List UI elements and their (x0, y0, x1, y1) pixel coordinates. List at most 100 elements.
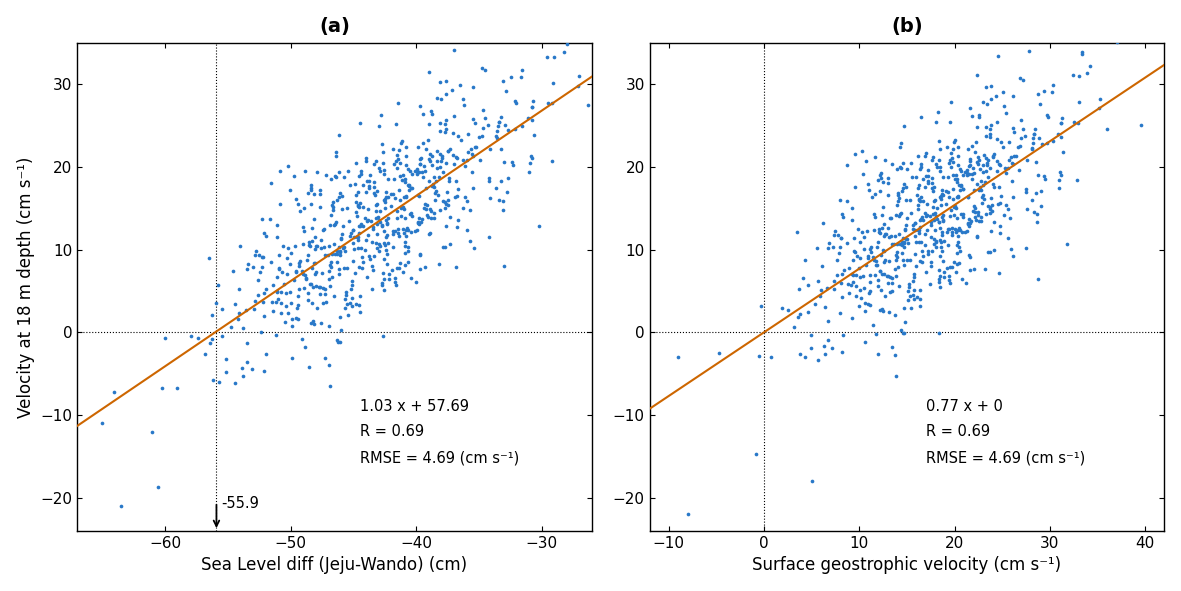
Point (345, 232, 364, 242)
Point (390, 171, 409, 181)
Point (894, 158, 913, 168)
Point (920, 211, 939, 220)
Point (392, 138, 411, 147)
Point (1029, 89, 1048, 99)
Point (940, 192, 959, 202)
Point (407, 164, 426, 173)
Point (815, 342, 834, 351)
Point (941, 262, 960, 271)
Point (961, 219, 980, 228)
Point (940, 278, 959, 288)
Point (886, 372, 905, 381)
Point (931, 166, 950, 176)
Point (959, 169, 978, 178)
Point (916, 151, 935, 161)
Point (801, 330, 820, 339)
Point (1026, 189, 1045, 198)
Point (350, 292, 368, 301)
Point (940, 155, 959, 164)
Point (710, 349, 729, 358)
Point (287, 194, 306, 203)
Point (431, 149, 450, 158)
Point (383, 229, 402, 238)
Point (233, 363, 252, 373)
Point (1026, 125, 1045, 134)
Point (1023, 195, 1042, 204)
Point (348, 235, 367, 244)
Point (963, 174, 981, 184)
Point (417, 144, 436, 154)
Point (984, 150, 1003, 159)
Point (237, 357, 256, 366)
Point (990, 229, 1009, 238)
Point (839, 239, 857, 248)
Point (892, 326, 911, 335)
Point (376, 194, 394, 204)
Point (479, 174, 498, 183)
Point (932, 200, 951, 210)
Point (1070, 72, 1089, 81)
Point (924, 209, 942, 219)
Point (888, 248, 907, 257)
Point (788, 228, 807, 237)
Point (329, 193, 348, 202)
Point (428, 146, 446, 155)
Point (425, 209, 444, 218)
Point (437, 89, 456, 99)
Point (374, 285, 393, 294)
Point (304, 223, 322, 232)
Point (350, 171, 368, 180)
Point (263, 306, 282, 316)
Point (200, 254, 218, 263)
Point (448, 191, 466, 201)
Point (403, 212, 422, 221)
Point (322, 272, 341, 281)
Point (913, 257, 932, 267)
Point (399, 181, 418, 191)
Point (1035, 86, 1053, 96)
Point (394, 171, 413, 180)
Point (306, 232, 325, 241)
Point (365, 251, 384, 261)
Point (894, 261, 913, 270)
Point (471, 155, 490, 165)
Point (965, 207, 984, 216)
Point (491, 176, 510, 186)
Point (854, 244, 873, 254)
Point (390, 264, 409, 273)
Point (320, 266, 339, 275)
Point (974, 150, 993, 160)
Point (299, 362, 318, 372)
Point (1051, 118, 1070, 128)
Point (914, 251, 933, 261)
Point (407, 225, 426, 235)
Point (360, 181, 379, 191)
Point (374, 255, 393, 264)
Point (915, 208, 934, 217)
Point (1027, 209, 1046, 219)
Point (261, 178, 280, 187)
Point (322, 249, 341, 259)
Point (332, 326, 351, 335)
Point (908, 204, 927, 214)
Point (890, 210, 909, 219)
Point (896, 235, 915, 244)
Point (347, 190, 366, 199)
Point (461, 205, 479, 215)
Point (322, 258, 341, 267)
Point (749, 351, 768, 361)
Point (314, 225, 333, 234)
Point (912, 112, 931, 121)
Point (430, 173, 449, 182)
Point (279, 309, 298, 318)
Point (436, 127, 455, 137)
Point (954, 170, 973, 180)
Point (1009, 142, 1027, 151)
Point (488, 133, 507, 142)
Point (984, 182, 1003, 191)
Point (912, 160, 931, 169)
Point (999, 137, 1018, 147)
Point (298, 255, 317, 265)
Point (991, 160, 1010, 170)
Point (926, 212, 945, 221)
